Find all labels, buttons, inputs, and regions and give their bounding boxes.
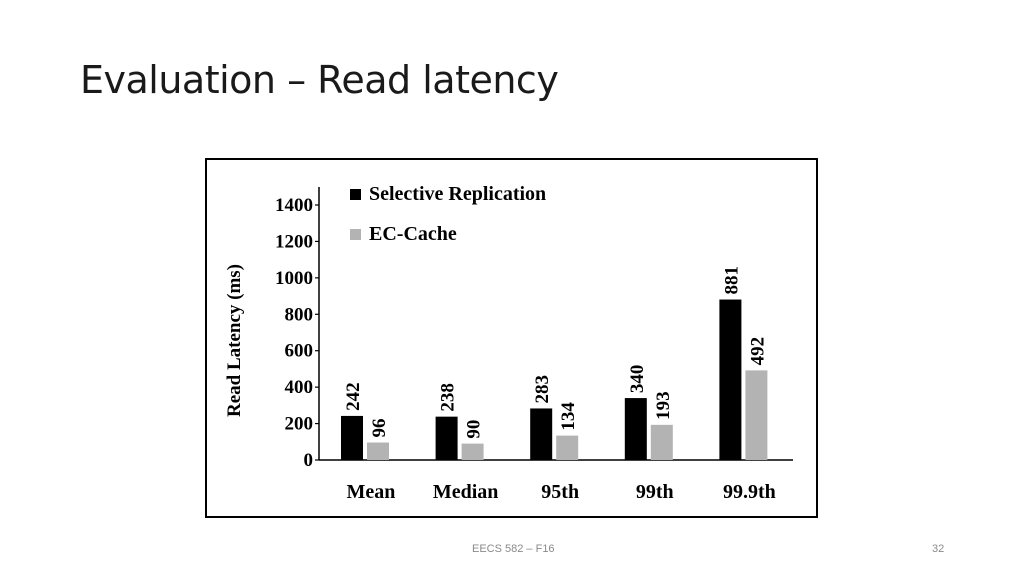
x-tick-label: Mean (347, 481, 396, 503)
bar-value-label: 96 (369, 419, 390, 438)
x-tick-label: 99th (636, 481, 674, 503)
bar-ec-cache-99-9th (745, 370, 768, 460)
bar-selective-replication-95th (530, 408, 553, 460)
bar-value-label: 90 (464, 420, 485, 439)
bar-value-label: 238 (438, 383, 459, 412)
legend-label: Selective Replication (369, 183, 546, 205)
x-tick-label: 95th (541, 481, 579, 503)
bar-value-label: 283 (532, 375, 553, 404)
y-tick-label: 400 (285, 377, 314, 398)
y-axis-title: Read Latency (ms) (224, 264, 245, 417)
bar-chart: 0 200 400 600 800 1000 1200 1400 Read Latency (m… (224, 183, 793, 503)
y-tick-label: 800 (285, 304, 314, 325)
bar-value-label: 492 (747, 337, 768, 366)
x-tick-label: Median (433, 481, 499, 503)
bar-value-label: 134 (558, 402, 579, 431)
bar-ec-cache-95th (556, 435, 579, 460)
bar-ec-cache-99th (650, 424, 673, 460)
y-tick-label: 200 (285, 414, 314, 435)
bar-value-label: 193 (653, 391, 674, 420)
footer-course: EECS 582 – F16 (472, 543, 555, 555)
bar-selective-replication-99th (624, 398, 647, 460)
y-tick-label: 1200 (275, 231, 313, 252)
bar-value-label: 881 (721, 266, 742, 295)
bar-selective-replication-mean (341, 415, 363, 460)
y-tick-label: 600 (285, 341, 314, 362)
bar-ec-cache-median (461, 443, 484, 460)
x-tick-label: 99.9th (723, 481, 776, 503)
slide-title: Evaluation – Read latency (80, 58, 559, 102)
legend-label: EC-Cache (369, 223, 457, 245)
y-tick-label: 1000 (275, 268, 313, 289)
legend-swatch (350, 189, 361, 200)
y-tick-label: 0 (304, 450, 314, 471)
y-tick-label: 1400 (275, 195, 313, 216)
legend-swatch (350, 229, 361, 240)
chart-frame: 0 200 400 600 800 1000 1200 1400 Read Latency (m… (205, 158, 818, 518)
bar-value-label: 340 (627, 365, 648, 394)
page-number: 32 (932, 543, 945, 555)
bar-selective-replication-99-9th (719, 299, 742, 460)
bar-ec-cache-mean (367, 442, 389, 460)
bar-selective-replication-median (435, 416, 458, 460)
bar-value-label: 242 (343, 382, 364, 411)
